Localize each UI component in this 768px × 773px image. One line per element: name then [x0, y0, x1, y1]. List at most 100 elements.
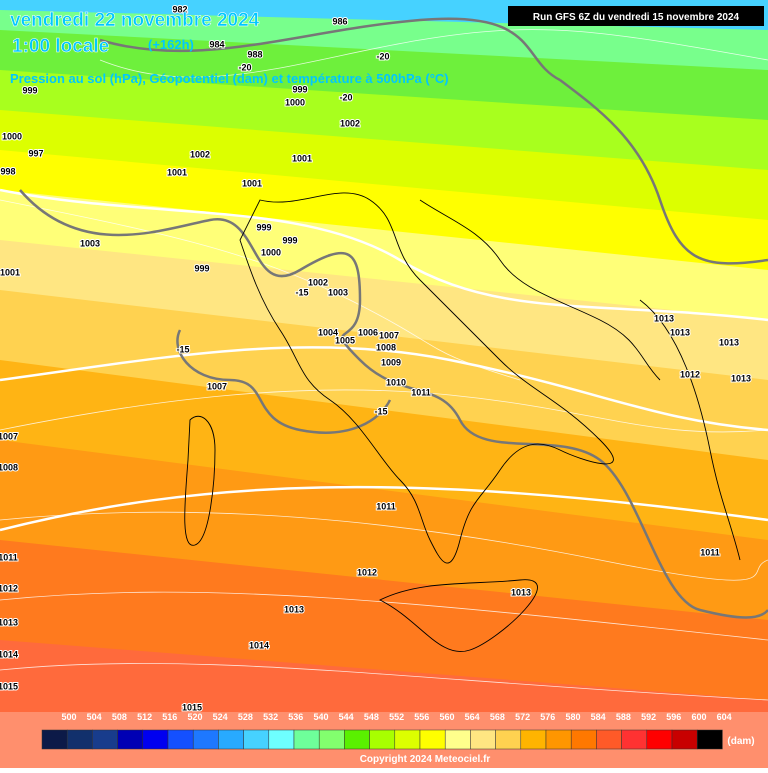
legend-swatch — [495, 729, 522, 750]
pressure-label: 1006 — [358, 327, 378, 337]
legend-swatch — [92, 729, 118, 750]
legend-value: 548 — [364, 712, 379, 722]
legend-value: 520 — [187, 712, 202, 722]
legend-value: 500 — [61, 712, 76, 722]
legend-value: 588 — [616, 712, 631, 722]
pressure-label: 999 — [22, 85, 37, 95]
pressure-label: 1003 — [328, 287, 348, 297]
pressure-label: 1014 — [0, 649, 18, 659]
pressure-label: 1001 — [242, 178, 262, 188]
pressure-label: 1012 — [680, 369, 700, 379]
legend-value: 504 — [87, 712, 102, 722]
run-info: Run GFS 6Z du vendredi 15 novembre 2024 — [533, 12, 740, 23]
legend-value: 544 — [339, 712, 354, 722]
pressure-label: 1013 — [731, 373, 751, 383]
subtitle: Pression au sol (hPa), Géopotentiel (dam… — [10, 71, 449, 86]
legend: 500 504 508 512 516 520 524 528 532 536 540 544 548 5… — [0, 712, 768, 768]
pressure-label: 1000 — [2, 131, 22, 141]
pressure-label: 1008 — [0, 462, 18, 472]
pressure-label: 1012 — [0, 583, 18, 593]
legend-swatch — [470, 729, 496, 750]
pressure-label: 1007 — [207, 381, 227, 391]
pressure-label: 1011 — [376, 501, 396, 511]
pressure-label: 1015 — [0, 681, 18, 691]
legend-swatch — [394, 729, 421, 750]
lead-time: (+162h) — [148, 37, 194, 52]
legend-swatch — [293, 729, 320, 750]
pressure-label: 1013 — [670, 327, 690, 337]
header: vendredi 22 novembre 2024 1:00 locale (+… — [10, 6, 764, 86]
pressure-label: 999 — [194, 263, 209, 273]
legend-value: 540 — [313, 712, 328, 722]
legend-swatch — [218, 729, 244, 750]
temperature-label: -15 — [176, 344, 189, 354]
pressure-label: 1013 — [284, 604, 304, 614]
legend-swatch — [243, 729, 270, 750]
pressure-label: 988 — [247, 49, 262, 59]
pressure-label: 1001 — [167, 167, 187, 177]
pressure-label: 1013 — [719, 337, 739, 347]
legend-unit: (dam) — [727, 736, 754, 747]
temperature-label: -15 — [374, 406, 387, 416]
legend-swatch — [117, 729, 144, 750]
legend-value: 524 — [213, 712, 228, 722]
pressure-label: 998 — [0, 166, 15, 176]
pressure-label: 1004 — [318, 327, 338, 337]
pressure-label: 1003 — [80, 238, 100, 248]
legend-swatch — [596, 729, 622, 750]
pressure-label: 1015 — [182, 702, 202, 712]
legend-value: 516 — [162, 712, 177, 722]
isobars — [0, 29, 768, 701]
pressure-label: 1001 — [0, 267, 20, 277]
temperature-label: -20 — [339, 92, 352, 102]
legend-swatch — [520, 729, 547, 750]
legend-value: 584 — [591, 712, 606, 722]
pressure-label: 1000 — [285, 97, 305, 107]
legend-swatch — [41, 729, 68, 750]
geopotential-lines — [0, 188, 768, 532]
copyright: Copyright 2024 Meteociel.fr — [360, 754, 491, 765]
legend-value: 536 — [288, 712, 303, 722]
temperature-label: -20 — [376, 51, 389, 61]
pressure-label: 1002 — [190, 149, 210, 159]
legend-swatch — [167, 729, 194, 750]
legend-value: 532 — [263, 712, 278, 722]
legend-value: 512 — [137, 712, 152, 722]
legend-swatch — [621, 729, 648, 750]
legend-swatch — [344, 729, 370, 750]
temperature-label: -20 — [238, 62, 251, 72]
legend-swatch — [268, 729, 295, 750]
legend-value: 568 — [490, 712, 505, 722]
legend-swatch — [545, 729, 572, 750]
pressure-label: 986 — [332, 16, 347, 26]
legend-value: 572 — [515, 712, 530, 722]
pressure-label: 1011 — [0, 552, 18, 562]
pressure-label: 1001 — [292, 153, 312, 163]
pressure-label: 997 — [28, 148, 43, 158]
legend-value: 556 — [414, 712, 429, 722]
legend-value: 564 — [465, 712, 480, 722]
pressure-label: 1007 — [0, 431, 18, 441]
pressure-label: 1011 — [700, 547, 720, 557]
legend-swatch — [419, 729, 446, 750]
legend-value: 604 — [717, 712, 732, 722]
temperature-isotherms — [19, 17, 768, 619]
pressure-label: 1013 — [511, 587, 531, 597]
pressure-label: 999 — [256, 222, 271, 232]
pressure-label: 1007 — [379, 330, 399, 340]
temperature-label: -15 — [295, 287, 308, 297]
legend-swatch — [671, 729, 698, 750]
pressure-label: 1005 — [335, 335, 355, 345]
legend-swatch — [646, 729, 673, 750]
pressure-label: 1002 — [340, 118, 360, 128]
legend-swatch — [444, 729, 471, 750]
pressure-label: 1010 — [386, 377, 406, 387]
pressure-label: 1013 — [0, 617, 18, 627]
legend-swatch — [696, 729, 723, 750]
title-time: 1:00 locale — [12, 36, 109, 57]
pressure-label: 999 — [292, 84, 307, 94]
legend-value: 560 — [439, 712, 454, 722]
